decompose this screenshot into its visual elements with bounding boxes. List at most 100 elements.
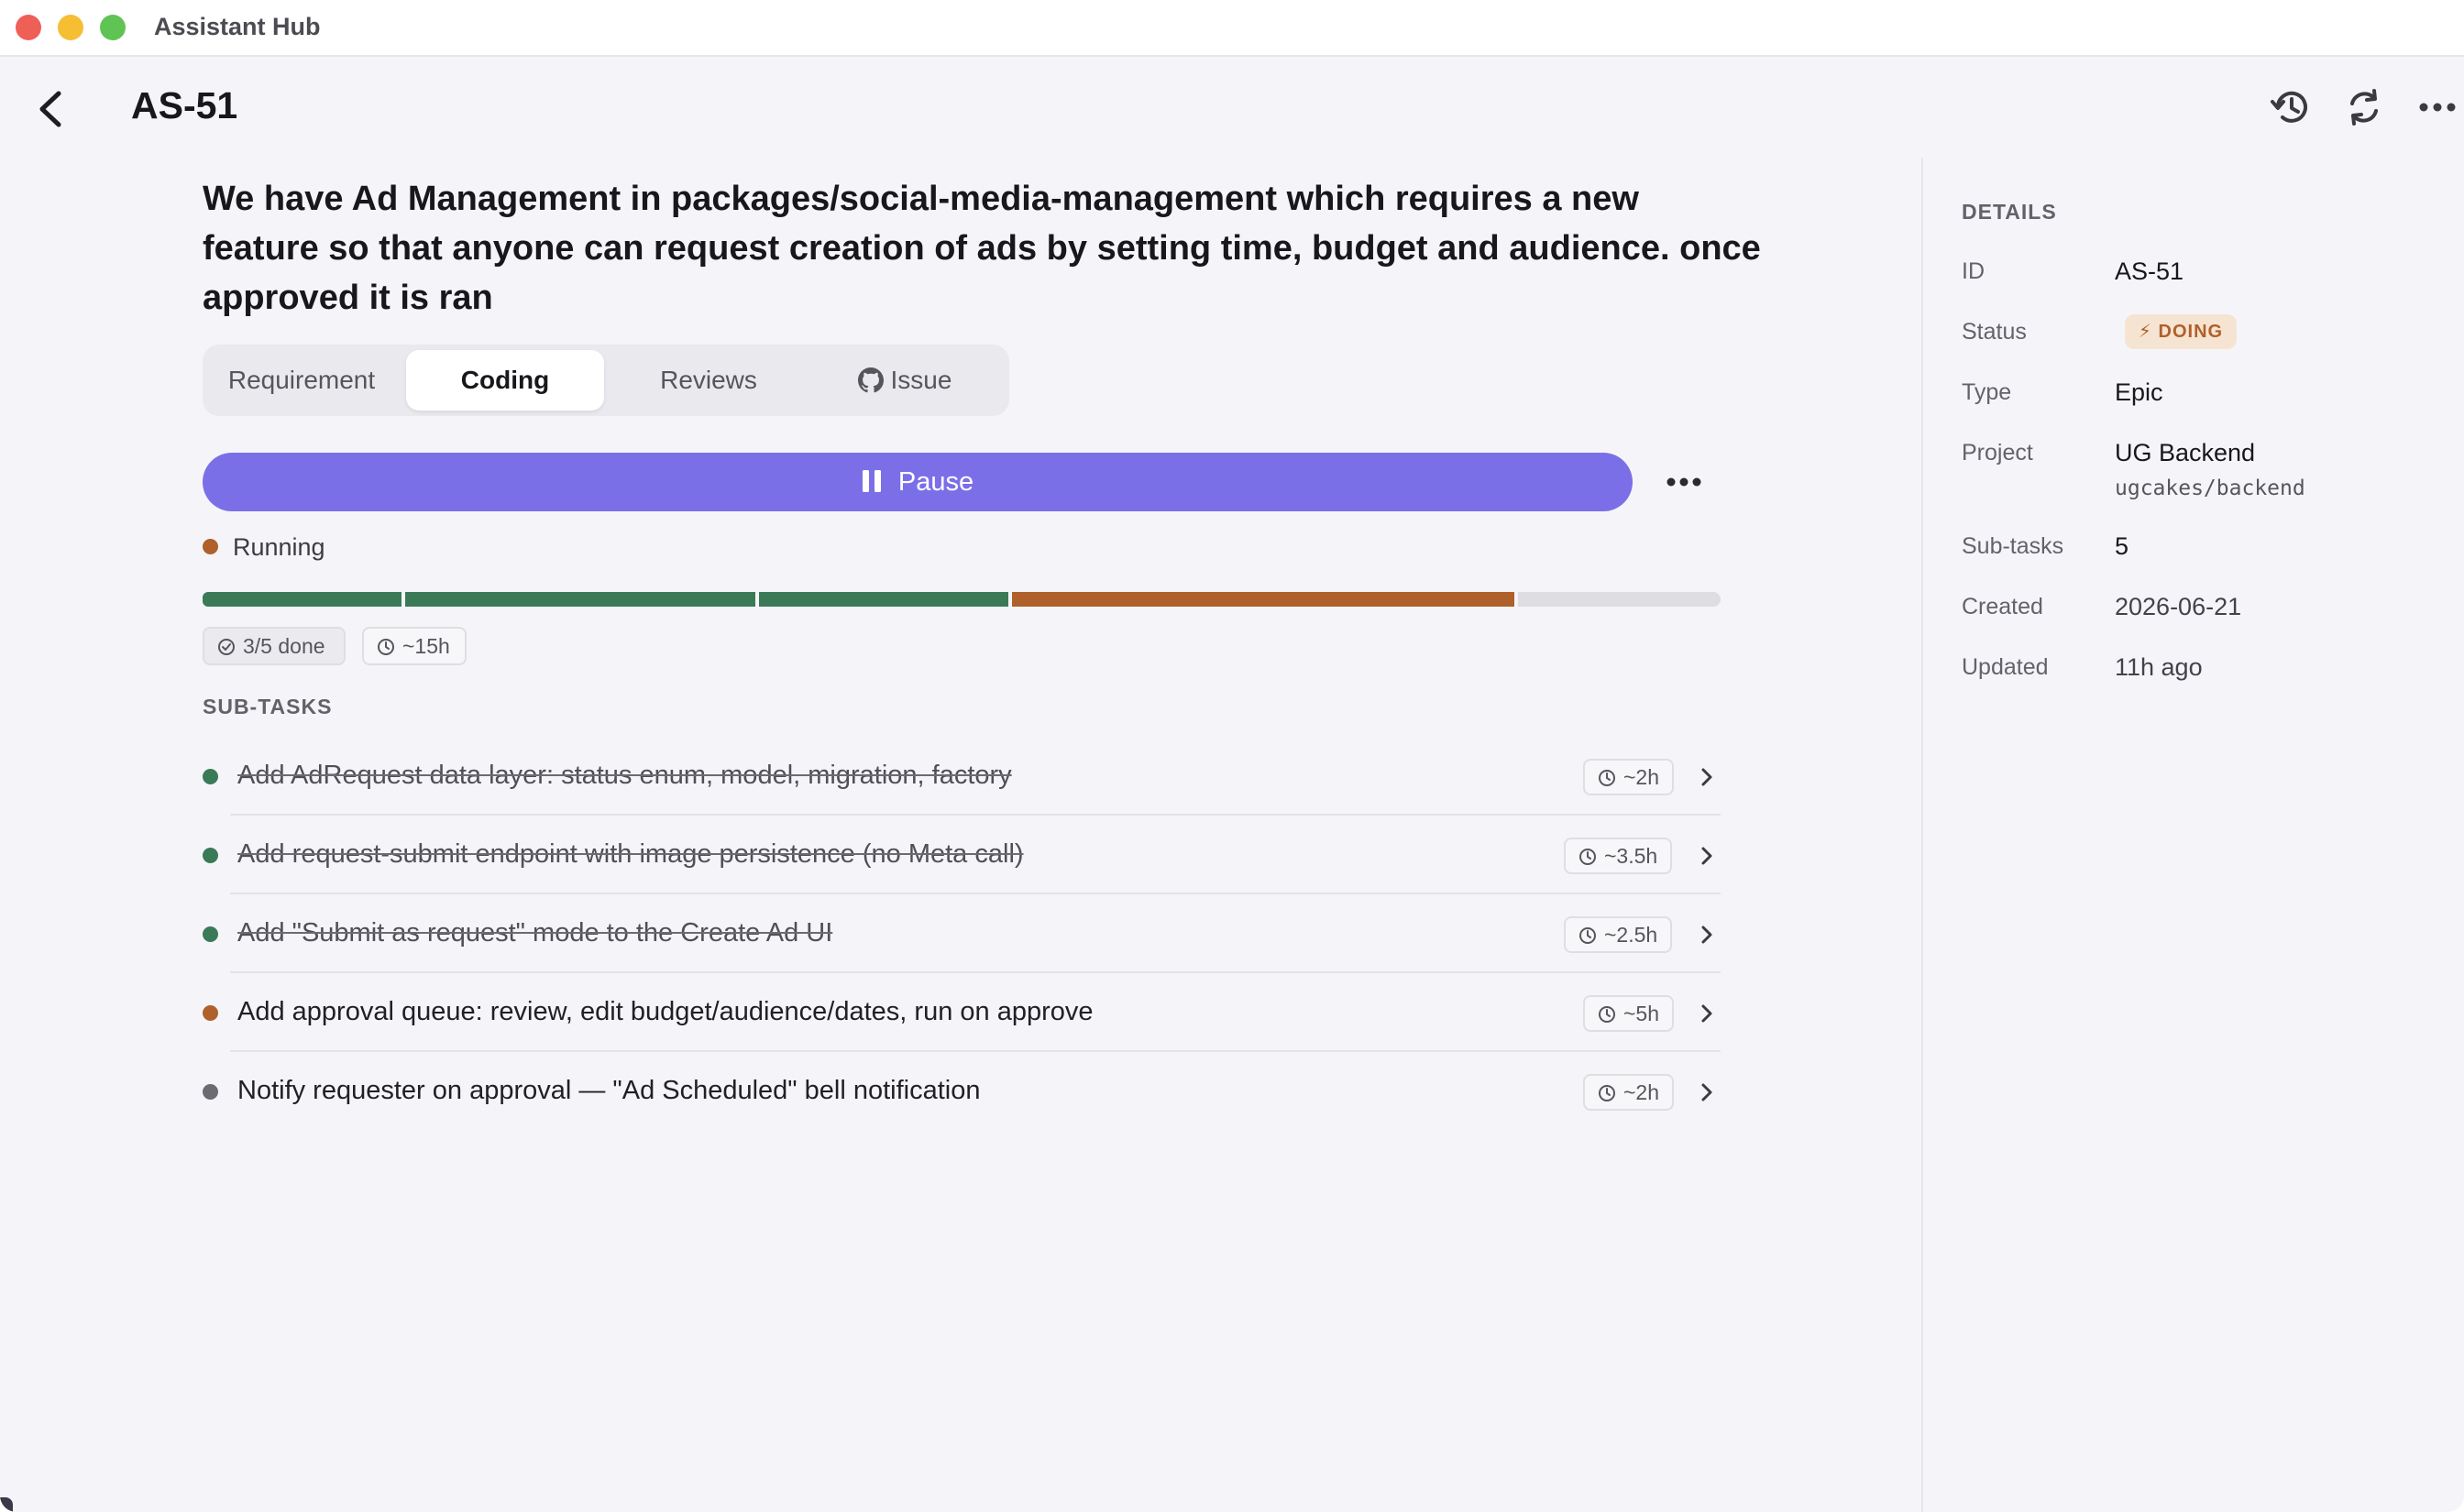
subtasks-heading: SUB-TASKS: [203, 695, 333, 718]
progress-segment-running: [1012, 592, 1515, 607]
detail-created-value: 2026-06-21: [2115, 593, 2242, 620]
tab-coding[interactable]: Coding: [406, 350, 604, 411]
tab-bar: Requirement Coding Reviews Issue: [203, 345, 1009, 416]
chevron-right-icon: [1701, 1083, 1712, 1101]
run-status: Running: [203, 533, 325, 562]
tab-reviews[interactable]: Reviews: [660, 366, 757, 394]
close-window-button[interactable]: [16, 15, 41, 40]
subtask-row[interactable]: Add request-submit endpoint with image p…: [203, 816, 1721, 894]
bolt-icon: ⚡︎: [2138, 322, 2152, 342]
pause-button[interactable]: Pause: [203, 453, 1633, 511]
subtask-estimate-value: ~5h: [1623, 1002, 1660, 1025]
clock-icon: [1579, 927, 1596, 944]
detail-updated-value: 11h ago: [2115, 653, 2203, 681]
check-circle-icon: [218, 639, 235, 655]
run-options-button[interactable]: [1661, 464, 1707, 500]
maximize-window-button[interactable]: [100, 15, 126, 40]
minimize-window-button[interactable]: [58, 15, 83, 40]
subtask-status-dot: [203, 1084, 218, 1100]
more-horizontal-icon: [2419, 103, 2456, 112]
pause-label: Pause: [897, 467, 974, 497]
app-title: Assistant Hub: [154, 13, 321, 40]
subtask-estimate: ~2h: [1583, 1074, 1675, 1111]
row-divider: [230, 971, 1721, 973]
tab-issue-label: Issue: [890, 366, 952, 394]
subtask-estimate: ~3.5h: [1564, 838, 1673, 874]
subtask-estimate-value: ~2.5h: [1604, 923, 1658, 947]
detail-project-value[interactable]: UG Backend: [2115, 439, 2256, 466]
window-corner: [0, 1497, 13, 1512]
subtask-row[interactable]: Add approval queue: review, edit budget/…: [203, 973, 1721, 1052]
task-description: We have Ad Management in packages/social…: [203, 180, 1761, 317]
subtask-title: Add AdRequest data layer: status enum, m…: [237, 761, 1012, 790]
history-icon: [2271, 91, 2307, 123]
tab-issue[interactable]: Issue: [813, 350, 996, 411]
subtask-title: Add approval queue: review, edit budget/…: [237, 997, 1094, 1026]
detail-id-value: AS-51: [2115, 257, 2184, 285]
detail-repo-value: ugcakes/backend: [2115, 477, 2305, 500]
subtask-title: Add "Submit as request" mode to the Crea…: [237, 918, 833, 948]
subtask-estimate: ~2.5h: [1564, 916, 1673, 953]
clock-icon: [378, 639, 394, 655]
subtask-row[interactable]: Notify requester on approval — "Ad Sched…: [203, 1052, 1721, 1131]
row-divider: [230, 893, 1721, 894]
pause-icon: [862, 470, 881, 492]
subtask-estimate-value: ~3.5h: [1604, 844, 1658, 868]
detail-id-label: ID: [1962, 258, 1985, 284]
subtask-status-dot: [203, 926, 218, 942]
detail-subtasks-label: Sub-tasks: [1962, 533, 2064, 559]
status-badge: ⚡︎ DOING: [2125, 314, 2237, 349]
clock-icon: [1599, 1006, 1615, 1023]
progress-segment-done: [203, 592, 402, 607]
total-estimate-chip: ~15h: [362, 627, 467, 665]
subtask-estimate-value: ~2h: [1623, 765, 1660, 789]
subtask-status-dot: [203, 1005, 218, 1021]
clock-icon: [1579, 849, 1596, 865]
more-options-button[interactable]: [2414, 84, 2460, 130]
progress-segment-todo: [1518, 592, 1721, 607]
clock-icon: [1599, 1085, 1615, 1101]
sync-icon: [2350, 89, 2378, 126]
more-horizontal-icon: [1666, 477, 1701, 487]
sync-button[interactable]: [2341, 84, 2387, 130]
subtask-estimate: ~2h: [1583, 759, 1675, 795]
detail-type-label: Type: [1962, 379, 2012, 405]
chevron-right-icon: [1701, 768, 1712, 786]
history-button[interactable]: [2268, 84, 2314, 130]
progress-bar: [203, 592, 1721, 607]
row-divider: [230, 814, 1721, 816]
total-estimate: ~15h: [402, 634, 450, 658]
clock-icon: [1599, 770, 1615, 786]
done-count: 3/5 done: [243, 634, 325, 658]
title-bar: Assistant Hub: [0, 0, 2464, 57]
progress-segment-done: [759, 592, 1009, 607]
detail-updated-label: Updated: [1962, 654, 2049, 680]
subtask-estimate-value: ~2h: [1623, 1080, 1660, 1104]
page-title: AS-51: [131, 84, 238, 126]
subtask-title: Add request-submit endpoint with image p…: [237, 839, 1024, 869]
subtask-status-dot: [203, 769, 218, 784]
subtask-status-dot: [203, 848, 218, 863]
progress-segment-done: [404, 592, 756, 607]
subtask-title: Notify requester on approval — "Ad Sched…: [237, 1076, 981, 1105]
chevron-right-icon: [1701, 847, 1712, 865]
detail-project-label: Project: [1962, 440, 2033, 466]
detail-created-label: Created: [1962, 594, 2043, 619]
detail-type-value: Epic: [2115, 378, 2163, 406]
details-heading: DETAILS: [1962, 200, 2057, 224]
run-status-label: Running: [233, 533, 325, 561]
github-icon: [857, 367, 884, 393]
tab-requirement[interactable]: Requirement: [227, 366, 376, 394]
back-button[interactable]: [33, 86, 70, 132]
status-dot: [203, 539, 218, 554]
row-divider: [230, 1050, 1721, 1052]
detail-status-label: Status: [1962, 319, 2027, 345]
chevron-right-icon: [1701, 926, 1712, 944]
chevron-left-icon: [39, 91, 61, 127]
status-badge-label: DOING: [2158, 322, 2224, 342]
subtask-row[interactable]: Add "Submit as request" mode to the Crea…: [203, 894, 1721, 973]
subtask-estimate: ~5h: [1583, 995, 1675, 1032]
subtask-row[interactable]: Add AdRequest data layer: status enum, m…: [203, 737, 1721, 816]
detail-subtasks-value: 5: [2115, 532, 2129, 560]
